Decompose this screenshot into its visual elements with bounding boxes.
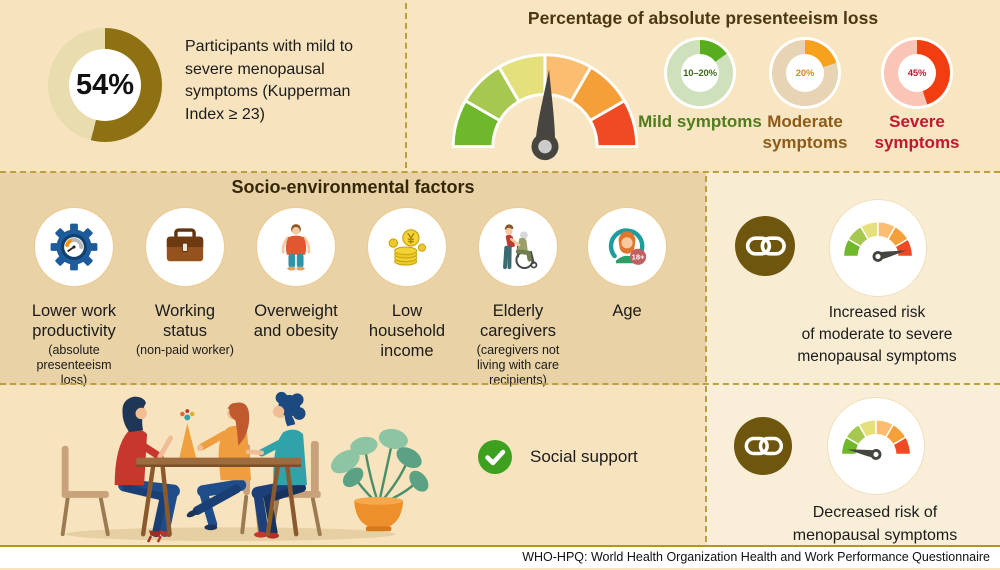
decreased-risk-line2: menopausal symptoms (792, 526, 958, 544)
factor-label: Age (612, 302, 642, 320)
factor-lower-work-productivity: Lower work productivity (absolute presen… (14, 207, 134, 388)
factor-label: Working status (154, 302, 216, 341)
increased-risk-text: Increased risk of moderate to severe men… (752, 302, 1000, 368)
risk-gauge-high-icon (829, 199, 927, 297)
increased-risk-line1: Increased risk (828, 304, 926, 321)
donut-mild-value: 10–20% (683, 67, 717, 79)
label-moderate-symptoms: Moderate symptoms (762, 112, 848, 152)
factor-sublabel: (non-paid worker) (136, 343, 234, 358)
women-at-table-illustration (60, 391, 429, 543)
donut-moderate: 20% (772, 40, 838, 106)
factor-label: Lower work productivity (31, 302, 117, 341)
factor-low-income: Low household income (347, 207, 467, 363)
age-badge: 18+ (632, 253, 645, 262)
factor-label: Overweight and obesity (253, 302, 339, 341)
increased-risk-line3: menopausal symptoms (797, 348, 957, 365)
donut-54-percent: 54% (48, 28, 162, 142)
donut-mild: 10–20% (667, 40, 733, 106)
gauge-needle (872, 250, 907, 262)
panel-factors (0, 172, 706, 385)
label-mild-symptoms: Mild symptoms (638, 112, 762, 131)
briefcase-icon (145, 207, 225, 287)
section-social-support: Social support (0, 385, 706, 545)
donut-severe: 45% (884, 40, 950, 106)
factor-working-status: Working status (non-paid worker) (125, 207, 245, 358)
productivity-gauge-icon (34, 207, 114, 287)
factor-age: 18+ Age (567, 207, 687, 323)
checkmark-icon (478, 440, 512, 474)
section-decreased-risk: Decreased risk of menopausal symptoms (706, 385, 1000, 545)
donut-moderate-value: 20% (795, 67, 815, 79)
footer-note: WHO-HPQ: World Health Organization Healt… (0, 545, 1000, 568)
presenteeism-title: Percentage of absolute presenteeism loss (527, 8, 879, 28)
factor-overweight-obesity: Overweight and obesity (236, 207, 356, 343)
speedometer-gauge-icon (451, 53, 639, 161)
divider-horizontal-1 (0, 171, 1000, 173)
factor-label: Elderly caregivers (479, 302, 557, 341)
donut-54-value: 54% (75, 68, 135, 101)
overweight-person-icon (256, 207, 336, 287)
factor-elderly-caregivers: Elderly caregivers (caregivers not livin… (458, 207, 578, 388)
factor-label: Low household income (368, 302, 446, 361)
section-participants: 54% Participants with mild to severe men… (0, 0, 406, 172)
section-presenteeism: Percentage of absolute presenteeism loss… (406, 0, 1000, 172)
divider-horizontal-2 (0, 383, 1000, 385)
gauge-needle (531, 69, 559, 161)
decreased-risk-line1: Decreased risk of (812, 504, 938, 521)
social-support-label: Social support (530, 447, 638, 466)
divider-vertical-right (705, 176, 707, 542)
factors-title: Socio-environmental factors (231, 177, 475, 197)
risk-gauge-low-icon (827, 397, 925, 495)
gauge-needle (847, 448, 882, 460)
age-cycle-icon: 18+ (587, 207, 667, 287)
factor-sublabel: (caregivers not living with care recipie… (476, 343, 560, 387)
label-severe-symptoms: Severe symptoms (874, 112, 960, 152)
donut-severe-value: 45% (907, 67, 927, 79)
coins-icon (367, 207, 447, 287)
section-factors: Socio-environmental factors (0, 172, 706, 388)
link-icon (735, 216, 795, 276)
link-icon (734, 417, 792, 475)
factor-sublabel: (absolute presenteeism loss) (36, 343, 112, 387)
decreased-risk-text: Decreased risk of menopausal symptoms (750, 502, 1000, 547)
section-increased-risk: Increased risk of moderate to severe men… (706, 172, 1000, 385)
participants-text: Participants with mild to severe menopau… (185, 38, 354, 124)
divider-vertical-top (405, 3, 407, 168)
caregiver-wheelchair-icon (478, 207, 558, 287)
increased-risk-line2: of moderate to severe (801, 326, 953, 343)
